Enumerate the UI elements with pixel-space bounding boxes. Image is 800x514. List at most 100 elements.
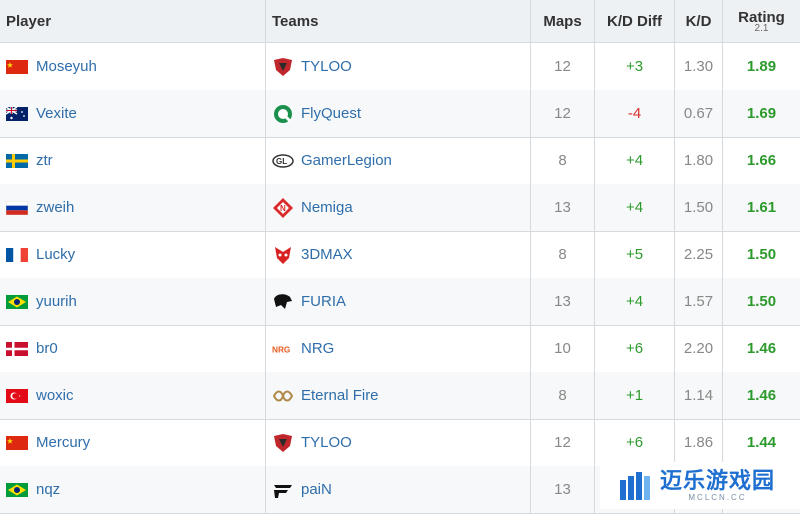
player-name-link[interactable]: yuurih [36,293,77,310]
team-cell: TYLOO [265,43,530,90]
rating-value: 1.50 [746,293,777,310]
team-name-link[interactable]: FURIA [301,293,346,310]
table-row[interactable]: br0 NRG NRG 10 +6 2.20 1.46 [0,325,800,373]
header-player[interactable]: Player [6,12,52,30]
kd-cell: 2.25 [674,231,722,278]
rating-cell: 1.89 [722,43,800,90]
kd-value: 1.86 [683,434,714,451]
team-name-link[interactable]: NRG [301,340,335,357]
header-rating-version: 2.1 [754,22,769,34]
table-row[interactable]: yuurih FURIA 13 +4 1.57 1.50 [0,278,800,326]
header-kd-diff[interactable]: K/D Diff [594,0,674,42]
player-cell: nqz [0,466,265,513]
player-name-link[interactable]: br0 [36,340,58,357]
player-cell: br0 [0,325,265,372]
header-teams[interactable]: Teams [265,0,530,42]
rating-value: 1.66 [746,152,777,169]
player-name-link[interactable]: zweih [36,199,75,216]
player-name-link[interactable]: Mercury [36,434,91,451]
rating-cell: 1.50 [722,278,800,325]
table-row[interactable]: Vexite FlyQuest 12 -4 0.67 1.69 [0,90,800,138]
player-name-link[interactable]: ztr [36,152,53,169]
table-row[interactable]: Mercury TYLOO 12 +6 1.86 1.44 [0,419,800,467]
china-flag-icon [6,59,28,74]
maps-cell: 13 [530,466,594,513]
kd-diff-cell: +4 [594,184,674,231]
kd-value: 1.50 [683,199,714,216]
kd-cell: 1.57 [674,278,722,325]
kd-diff-cell: +4 [594,137,674,184]
table-row[interactable]: Lucky 3DMAX 8 +5 2.25 1.50 [0,231,800,279]
maps-value: 10 [554,340,571,357]
denmark-flag-icon [6,341,28,356]
flyquest-logo-icon [272,103,294,125]
kd-cell: 1.86 [674,419,722,466]
rating-cell: 1.66 [722,137,800,184]
russia-flag-icon [6,200,28,215]
kd-cell: 0.67 [674,90,722,137]
kd-cell: 1.80 [674,137,722,184]
team-name-link[interactable]: paiN [301,481,332,498]
maps-value: 13 [554,481,571,498]
player-name-link[interactable]: woxic [36,387,74,404]
watermark-subtext: MCLCN.CC [688,493,747,502]
brazil-flag-icon [6,482,28,497]
kd-value: 2.20 [683,340,714,357]
team-cell: paiN [265,466,530,513]
maps-value: 8 [558,387,567,404]
player-name-link[interactable]: nqz [36,481,61,498]
table-row[interactable]: woxic Eternal Fire 8 +1 1.14 1.46 [0,372,800,420]
maps-value: 8 [558,152,567,169]
player-name-link[interactable]: Vexite [36,105,77,122]
player-cell: Moseyuh [0,43,265,90]
team-name-link[interactable]: TYLOO [301,434,352,451]
rating-value: 1.61 [746,199,777,216]
maps-value: 12 [554,58,571,75]
team-name-link[interactable]: Eternal Fire [301,387,379,404]
maps-cell: 13 [530,184,594,231]
sweden-flag-icon [6,153,28,168]
header-rating[interactable]: Rating 2.1 [722,0,800,42]
turkey-flag-icon [6,388,28,403]
maps-cell: 8 [530,372,594,419]
player-cell: Mercury [0,419,265,466]
rating-cell: 1.69 [722,90,800,137]
rating-cell: 1.61 [722,184,800,231]
rating-value: 1.89 [746,58,777,75]
player-name-link[interactable]: Lucky [36,246,76,263]
kd-value: 0.67 [683,105,714,122]
team-name-link[interactable]: Nemiga [301,199,353,216]
kd-diff-value: +6 [625,340,644,357]
team-cell: N Nemiga [265,184,530,231]
team-name-link[interactable]: 3DMAX [301,246,353,263]
team-cell: FURIA [265,278,530,325]
table-row[interactable]: Moseyuh TYLOO 12 +3 1.30 1.89 [0,43,800,91]
team-name-link[interactable]: TYLOO [301,58,352,75]
gamerlegion-logo-icon: GL [272,150,294,172]
france-flag-icon [6,247,28,262]
player-cell: yuurih [0,278,265,325]
player-cell: Lucky [0,231,265,278]
kd-value: 1.30 [683,58,714,75]
team-name-link[interactable]: GamerLegion [301,152,392,169]
kd-diff-value: +4 [625,293,644,310]
kd-value: 1.57 [683,293,714,310]
tyloo-logo-icon [272,432,294,454]
header-kd[interactable]: K/D [674,0,722,42]
3dmax-logo-icon [272,244,294,266]
table-row[interactable]: ztr GL GamerLegion 8 +4 1.80 1.66 [0,137,800,185]
kd-diff-value: +6 [625,434,644,451]
player-name-link[interactable]: Moseyuh [36,58,97,75]
rating-cell: 1.46 [722,325,800,372]
table-row[interactable]: zweih N Nemiga 13 +4 1.50 1.61 [0,184,800,232]
watermark-text: 迈乐游戏园 [660,468,776,493]
nrg-logo-icon: NRG [272,338,294,360]
header-maps[interactable]: Maps [530,0,594,42]
rating-value: 1.46 [746,387,777,404]
rating-value: 1.44 [746,434,777,451]
maps-cell: 12 [530,90,594,137]
team-name-link[interactable]: FlyQuest [301,105,362,122]
maps-cell: 10 [530,325,594,372]
eternal-fire-logo-icon [272,385,294,407]
team-cell: Eternal Fire [265,372,530,419]
